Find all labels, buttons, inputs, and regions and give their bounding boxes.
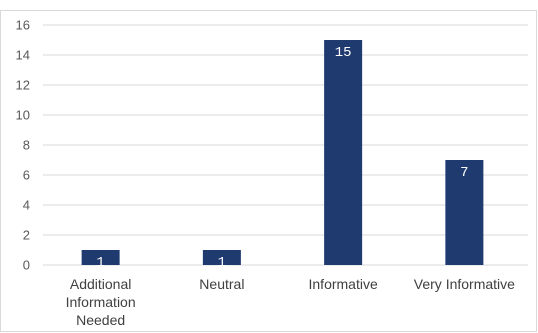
category-label-2: Informative — [309, 276, 378, 292]
y-axis-ticks: 0 2 4 6 8 10 12 14 16 — [16, 18, 30, 273]
y-tick-label-0: 0 — [23, 258, 30, 273]
data-label-1: 1 — [218, 255, 226, 271]
category-label-line: Information — [66, 294, 136, 310]
data-label-3: 7 — [460, 165, 468, 181]
category-label-0: Additional Information Needed — [66, 276, 136, 328]
y-tick-label-8: 8 — [23, 138, 30, 153]
category-label-line: Needed — [76, 312, 125, 328]
bar-2 — [324, 40, 363, 265]
category-label-line: Additional — [70, 276, 132, 292]
category-label-1: Neutral — [199, 276, 244, 292]
bar-3 — [445, 160, 484, 265]
category-label-line: Very Informative — [414, 276, 515, 292]
data-label-2: 15 — [335, 45, 352, 61]
data-label-layer: 1 1 15 7 — [96, 45, 468, 271]
y-tick-label-12: 12 — [16, 78, 30, 93]
x-axis-categories: Additional Information Needed Neutral Inform… — [66, 276, 516, 328]
y-tick-label-10: 10 — [16, 108, 30, 123]
y-tick-label-2: 2 — [23, 228, 30, 243]
y-tick-label-6: 6 — [23, 168, 30, 183]
category-label-line: Neutral — [199, 276, 244, 292]
bar-0 — [81, 250, 120, 265]
y-tick-label-16: 16 — [16, 18, 30, 33]
y-tick-label-14: 14 — [16, 48, 30, 63]
y-tick-label-4: 4 — [23, 198, 30, 213]
category-label-3: Very Informative — [414, 276, 515, 292]
bar-layer — [81, 40, 484, 265]
category-label-line: Informative — [309, 276, 378, 292]
bar-1 — [202, 250, 241, 265]
data-label-0: 1 — [96, 255, 104, 271]
